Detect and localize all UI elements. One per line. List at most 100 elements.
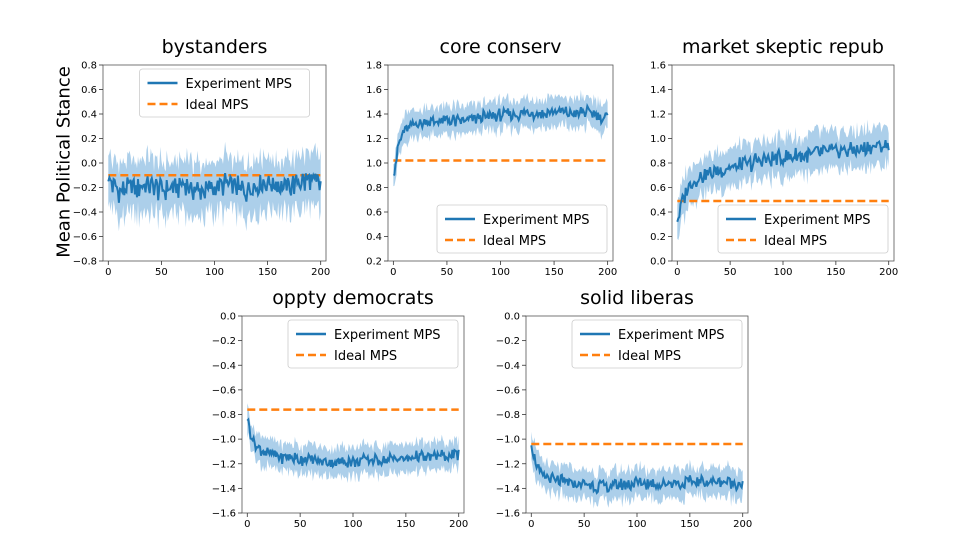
x-tick-label: 50	[441, 267, 454, 278]
chart-panel-1: bystanders 0 50 100 150 200 −0.8 −0.6 −0.4 −0.2 0.…	[73, 36, 331, 278]
y-tick-label: 0.2	[650, 232, 666, 243]
x-tick-label: 150	[826, 267, 845, 278]
legend: Experiment MPS Ideal MPS	[287, 319, 459, 369]
confidence-band	[247, 403, 459, 483]
legend-experiment-label: Experiment MPS	[618, 328, 725, 343]
y-tick-label: 0.8	[366, 183, 382, 194]
legend: Experiment MPS Ideal MPS	[139, 68, 310, 118]
y-tick-label: −0.8	[73, 257, 97, 268]
y-tick-label: 0.0	[650, 257, 666, 268]
chart-panel-2: core conserv 0 50 100 150 200 0.2 0.4 0.6 0.8 1.0 1…	[366, 36, 617, 278]
x-tick-label: 0	[105, 267, 111, 278]
legend-box	[287, 319, 459, 369]
experiment-mps-line	[676, 139, 890, 223]
legend-ideal-label: Ideal MPS	[764, 234, 827, 249]
y-tick-label: −0.6	[212, 385, 236, 396]
y-tick-label: −0.2	[73, 183, 97, 194]
x-tick-label: 150	[545, 267, 564, 278]
chart-panel-3: market skeptic repub 0 50 100 150 200 0.0 0.2 0.…	[650, 36, 898, 278]
legend-ideal-label: Ideal MPS	[334, 349, 397, 364]
legend-box	[571, 319, 743, 369]
y-tick-label: −0.8	[496, 410, 520, 421]
y-tick-label: −1.2	[212, 459, 236, 470]
legend-experiment-label: Experiment MPS	[186, 77, 293, 92]
y-tick-label: −1.0	[212, 435, 236, 446]
y-tick-label: −0.4	[212, 361, 236, 372]
x-tick-label: 0	[528, 519, 534, 530]
y-tick-label: −1.0	[496, 435, 520, 446]
x-tick-label: 100	[343, 519, 362, 530]
chart-title: bystanders	[162, 36, 268, 58]
x-tick-label: 50	[155, 267, 168, 278]
x-tick-label: 200	[311, 267, 330, 278]
x-tick-label: 0	[674, 267, 680, 278]
x-tick-label: 150	[680, 519, 699, 530]
y-tick-label: 0.4	[366, 232, 382, 243]
confidence-band	[531, 431, 743, 509]
x-tick-label: 200	[449, 519, 468, 530]
legend-ideal-label: Ideal MPS	[483, 234, 546, 249]
y-tick-label: −0.6	[73, 232, 97, 243]
y-tick-label: −1.4	[496, 484, 520, 495]
x-tick-label: 50	[724, 267, 737, 278]
x-tick-label: 200	[598, 267, 617, 278]
y-tick-label: 0.0	[504, 312, 520, 323]
legend-box	[717, 204, 889, 254]
x-tick-label: 100	[627, 519, 646, 530]
experiment-mps-line	[246, 417, 460, 469]
y-tick-label: 1.0	[650, 134, 666, 145]
y-tick-label: 1.2	[650, 110, 666, 121]
y-tick-label: 1.2	[366, 134, 382, 145]
y-tick-label: −0.2	[212, 336, 236, 347]
experiment-mps-line	[530, 445, 744, 495]
y-tick-label: 0.8	[650, 159, 666, 170]
y-tick-label: −1.4	[212, 484, 236, 495]
x-tick-label: 100	[773, 267, 792, 278]
y-tick-label: 0.0	[81, 159, 97, 170]
y-tick-label: −1.6	[496, 509, 520, 520]
y-tick-label: 0.6	[81, 85, 97, 96]
legend-experiment-label: Experiment MPS	[334, 328, 441, 343]
legend: Experiment MPS Ideal MPS	[571, 319, 743, 369]
x-tick-label: 50	[294, 519, 307, 530]
y-tick-label: 1.6	[650, 61, 666, 72]
x-tick-label: 200	[879, 267, 898, 278]
x-tick-label: 100	[205, 267, 224, 278]
y-tick-label: 0.8	[81, 61, 97, 72]
chart-title: oppty democrats	[272, 287, 434, 309]
y-tick-label: 0.2	[366, 257, 382, 268]
y-tick-label: 0.0	[220, 312, 236, 323]
x-tick-label: 200	[733, 519, 752, 530]
y-tick-label: 1.6	[366, 85, 382, 96]
y-tick-label: 0.6	[650, 183, 666, 194]
x-tick-label: 0	[390, 267, 396, 278]
legend: Experiment MPS Ideal MPS	[436, 204, 608, 254]
x-tick-label: 150	[396, 519, 415, 530]
experiment-mps-line	[107, 171, 322, 203]
y-tick-label: −0.2	[496, 336, 520, 347]
chart-title: solid liberas	[580, 287, 694, 309]
confidence-band	[393, 89, 608, 187]
y-tick-label: −0.4	[73, 208, 97, 219]
legend-ideal-label: Ideal MPS	[618, 349, 681, 364]
y-tick-label: 1.0	[366, 159, 382, 170]
chart-panel-5: solid liberas 0 50 100 150 200 −1.6 −1.4 −1.2 −1.…	[496, 287, 753, 530]
y-tick-label: 0.4	[81, 110, 97, 121]
x-tick-label: 150	[258, 267, 277, 278]
y-tick-label: −0.8	[212, 410, 236, 421]
legend-experiment-label: Experiment MPS	[483, 213, 590, 228]
y-tick-label: 0.6	[366, 208, 382, 219]
legend-ideal-label: Ideal MPS	[186, 98, 249, 113]
experiment-mps-line	[392, 102, 609, 177]
y-tick-label: 0.2	[81, 134, 97, 145]
y-tick-label: −0.4	[496, 361, 520, 372]
y-tick-label: −1.2	[496, 459, 520, 470]
y-tick-label: 0.4	[650, 208, 666, 219]
chart-title: core conserv	[440, 36, 562, 58]
chart-title: market skeptic repub	[682, 36, 884, 58]
y-tick-label: 1.4	[366, 110, 382, 121]
x-tick-label: 0	[244, 519, 250, 530]
legend-box	[139, 68, 310, 118]
legend-box	[436, 204, 608, 254]
